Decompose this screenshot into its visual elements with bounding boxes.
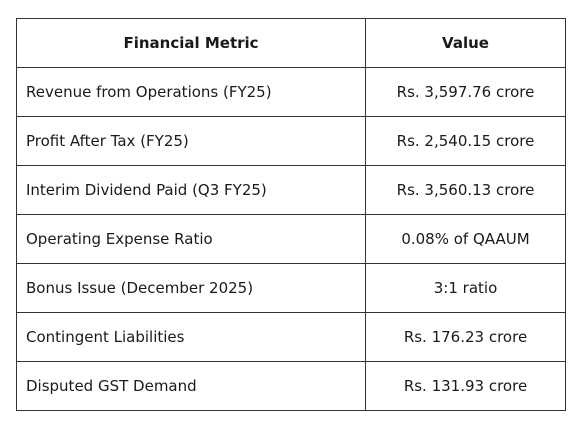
metric-cell: Disputed GST Demand	[16, 361, 366, 411]
value-cell: Rs. 3,597.76 crore	[365, 67, 566, 117]
header-row: Financial Metric Value	[16, 18, 566, 68]
table-header: Financial Metric Value	[16, 18, 566, 68]
metric-cell: Operating Expense Ratio	[16, 214, 366, 264]
table-row: Operating Expense Ratio 0.08% of QAAUM	[16, 214, 566, 264]
metric-cell: Interim Dividend Paid (Q3 FY25)	[16, 165, 366, 215]
header-cell: Financial Metric	[16, 18, 366, 68]
value-cell: 0.08% of QAAUM	[365, 214, 566, 264]
value-cell: 3:1 ratio	[365, 263, 566, 313]
header-cell: Value	[365, 18, 566, 68]
table-row: Disputed GST Demand Rs. 131.93 crore	[16, 361, 566, 411]
table-row: Profit After Tax (FY25) Rs. 2,540.15 cror…	[16, 116, 566, 166]
table-row: Revenue from Operations (FY25) Rs. 3,597.…	[16, 67, 566, 117]
value-cell: Rs. 176.23 crore	[365, 312, 566, 362]
table-row: Interim Dividend Paid (Q3 FY25) Rs. 3,560…	[16, 165, 566, 215]
value-cell: Rs. 131.93 crore	[365, 361, 566, 411]
metric-cell: Contingent Liabilities	[16, 312, 366, 362]
table-body: Revenue from Operations (FY25) Rs. 3,597.…	[16, 67, 566, 411]
metric-cell: Profit After Tax (FY25)	[16, 116, 366, 166]
metric-cell: Revenue from Operations (FY25)	[16, 67, 366, 117]
metric-cell: Bonus Issue (December 2025)	[16, 263, 366, 313]
value-cell: Rs. 3,560.13 crore	[365, 165, 566, 215]
value-cell: Rs. 2,540.15 crore	[365, 116, 566, 166]
table-row: Contingent Liabilities Rs. 176.23 crore	[16, 312, 566, 362]
metrics-table: Financial Metric Value Revenue from Oper…	[16, 18, 566, 411]
table-row: Bonus Issue (December 2025) 3:1 ratio	[16, 263, 566, 313]
